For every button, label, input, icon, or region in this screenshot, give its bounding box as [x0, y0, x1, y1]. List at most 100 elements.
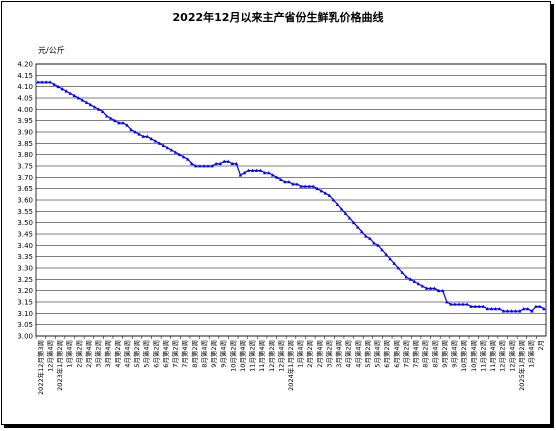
x-tick-label: 5月第2周 [363, 340, 372, 368]
x-tick-label: 8月第2周 [421, 340, 430, 368]
data-point [392, 261, 397, 265]
x-tick-label: 8月第2周 [190, 340, 199, 368]
data-point [88, 103, 93, 107]
x-tick-label: 7月第4周 [180, 340, 189, 368]
y-tick-label: 3.60 [17, 197, 33, 205]
data-point [295, 182, 299, 186]
x-tick-label: 12月第2周 [498, 340, 507, 372]
data-point [129, 127, 133, 132]
data-point [92, 105, 97, 109]
data-point [428, 286, 433, 290]
x-tick-label: 9月第4周 [219, 340, 228, 368]
y-tick-label: 3.40 [17, 242, 33, 250]
y-tick-label: 4.15 [17, 72, 33, 80]
data-point [117, 121, 121, 125]
data-point [408, 277, 413, 281]
data-point [258, 168, 263, 172]
data-point [68, 91, 73, 95]
data-point [372, 241, 376, 245]
data-point [242, 171, 247, 175]
y-tick-label: 3.80 [17, 151, 33, 159]
data-point [388, 257, 392, 261]
x-tick-label: 3月第4周 [334, 340, 343, 368]
data-point [473, 304, 477, 308]
data-point [380, 248, 384, 252]
data-point [96, 107, 101, 111]
x-tick-label: 11月第2周 [248, 340, 257, 372]
data-point [303, 184, 307, 188]
data-point [445, 300, 449, 304]
data-point [517, 309, 522, 313]
x-tick-label: 3月第2周 [324, 340, 333, 368]
y-tick-label: 3.50 [17, 219, 33, 227]
data-point [521, 307, 526, 311]
data-point [210, 164, 214, 168]
data-point [534, 304, 538, 308]
x-tick-label: 2月第2周 [305, 340, 314, 368]
data-point [181, 155, 186, 159]
x-tick-label: 2024年1月第2周 [286, 340, 295, 391]
x-tick-label: 4月第2周 [113, 340, 122, 368]
x-tick-label: 10月第4周 [469, 340, 478, 372]
x-tick-label: 12月第4周 [507, 340, 516, 372]
data-point [327, 193, 332, 197]
data-point [311, 184, 316, 188]
x-tick-label: 3月第4周 [103, 340, 112, 368]
x-tick-label: 6月第2周 [151, 340, 160, 368]
x-tick-label: 1月第4周 [527, 340, 536, 368]
data-point [194, 164, 198, 168]
plot-area-border [35, 63, 547, 337]
data-point [376, 243, 380, 247]
x-tick-label: 2月第2周 [74, 340, 83, 368]
x-tick-label: 2月 [537, 340, 545, 351]
x-tick-label: 11月第2周 [478, 340, 487, 372]
data-point [121, 121, 125, 125]
data-point [331, 198, 336, 202]
y-axis-ticks: 4.20 4.15 4.10 4.05 4.00 3.95 3.90 3.85 3.80 3.75… [17, 61, 33, 341]
x-tick-label: 2月第4周 [84, 340, 93, 368]
data-point [238, 173, 243, 177]
series-line [38, 81, 545, 312]
chart-title: 2022年12月以来主产省份生鲜乳价格曲线 [172, 11, 384, 24]
y-tick-label: 3.05 [17, 321, 33, 329]
x-tick-label: 11月第4周 [488, 340, 497, 372]
data-point [449, 302, 453, 306]
data-point [477, 304, 482, 308]
x-tick-label: 9月第2周 [209, 340, 218, 368]
y-axis-unit-label: 元/公斤 [38, 46, 65, 55]
data-point [493, 307, 498, 311]
data-point [505, 309, 510, 313]
x-tick-label: 4月第2周 [344, 340, 353, 368]
data-point [291, 182, 295, 186]
data-point [222, 159, 227, 163]
data-point [145, 134, 150, 138]
data-point [149, 137, 154, 141]
y-tick-label: 3.85 [17, 140, 33, 148]
data-point [40, 80, 44, 84]
y-tick-label: 3.15 [17, 299, 33, 307]
data-point [319, 189, 324, 193]
x-tick-label: 10月第4周 [238, 340, 247, 372]
x-tick-label: 10月第2周 [228, 340, 237, 372]
data-point [526, 307, 530, 311]
data-point [72, 93, 77, 98]
y-tick-label: 3.65 [17, 185, 33, 193]
y-tick-label: 3.45 [17, 231, 33, 239]
data-point [335, 202, 340, 206]
y-tick-label: 3.30 [17, 265, 33, 273]
y-tick-label: 3.20 [17, 287, 33, 295]
data-point [424, 286, 429, 290]
data-point [230, 161, 235, 166]
data-point [266, 171, 271, 175]
y-tick-label: 4.20 [17, 61, 33, 69]
x-tick-label: 4月第4周 [122, 340, 131, 368]
chart-frame [1, 1, 551, 425]
data-point [125, 123, 129, 127]
data-point [436, 288, 441, 293]
data-point [299, 184, 303, 188]
x-tick-label: 3月第2周 [94, 340, 103, 368]
data-point [343, 211, 348, 215]
data-point [198, 164, 202, 168]
data-point [347, 216, 352, 220]
